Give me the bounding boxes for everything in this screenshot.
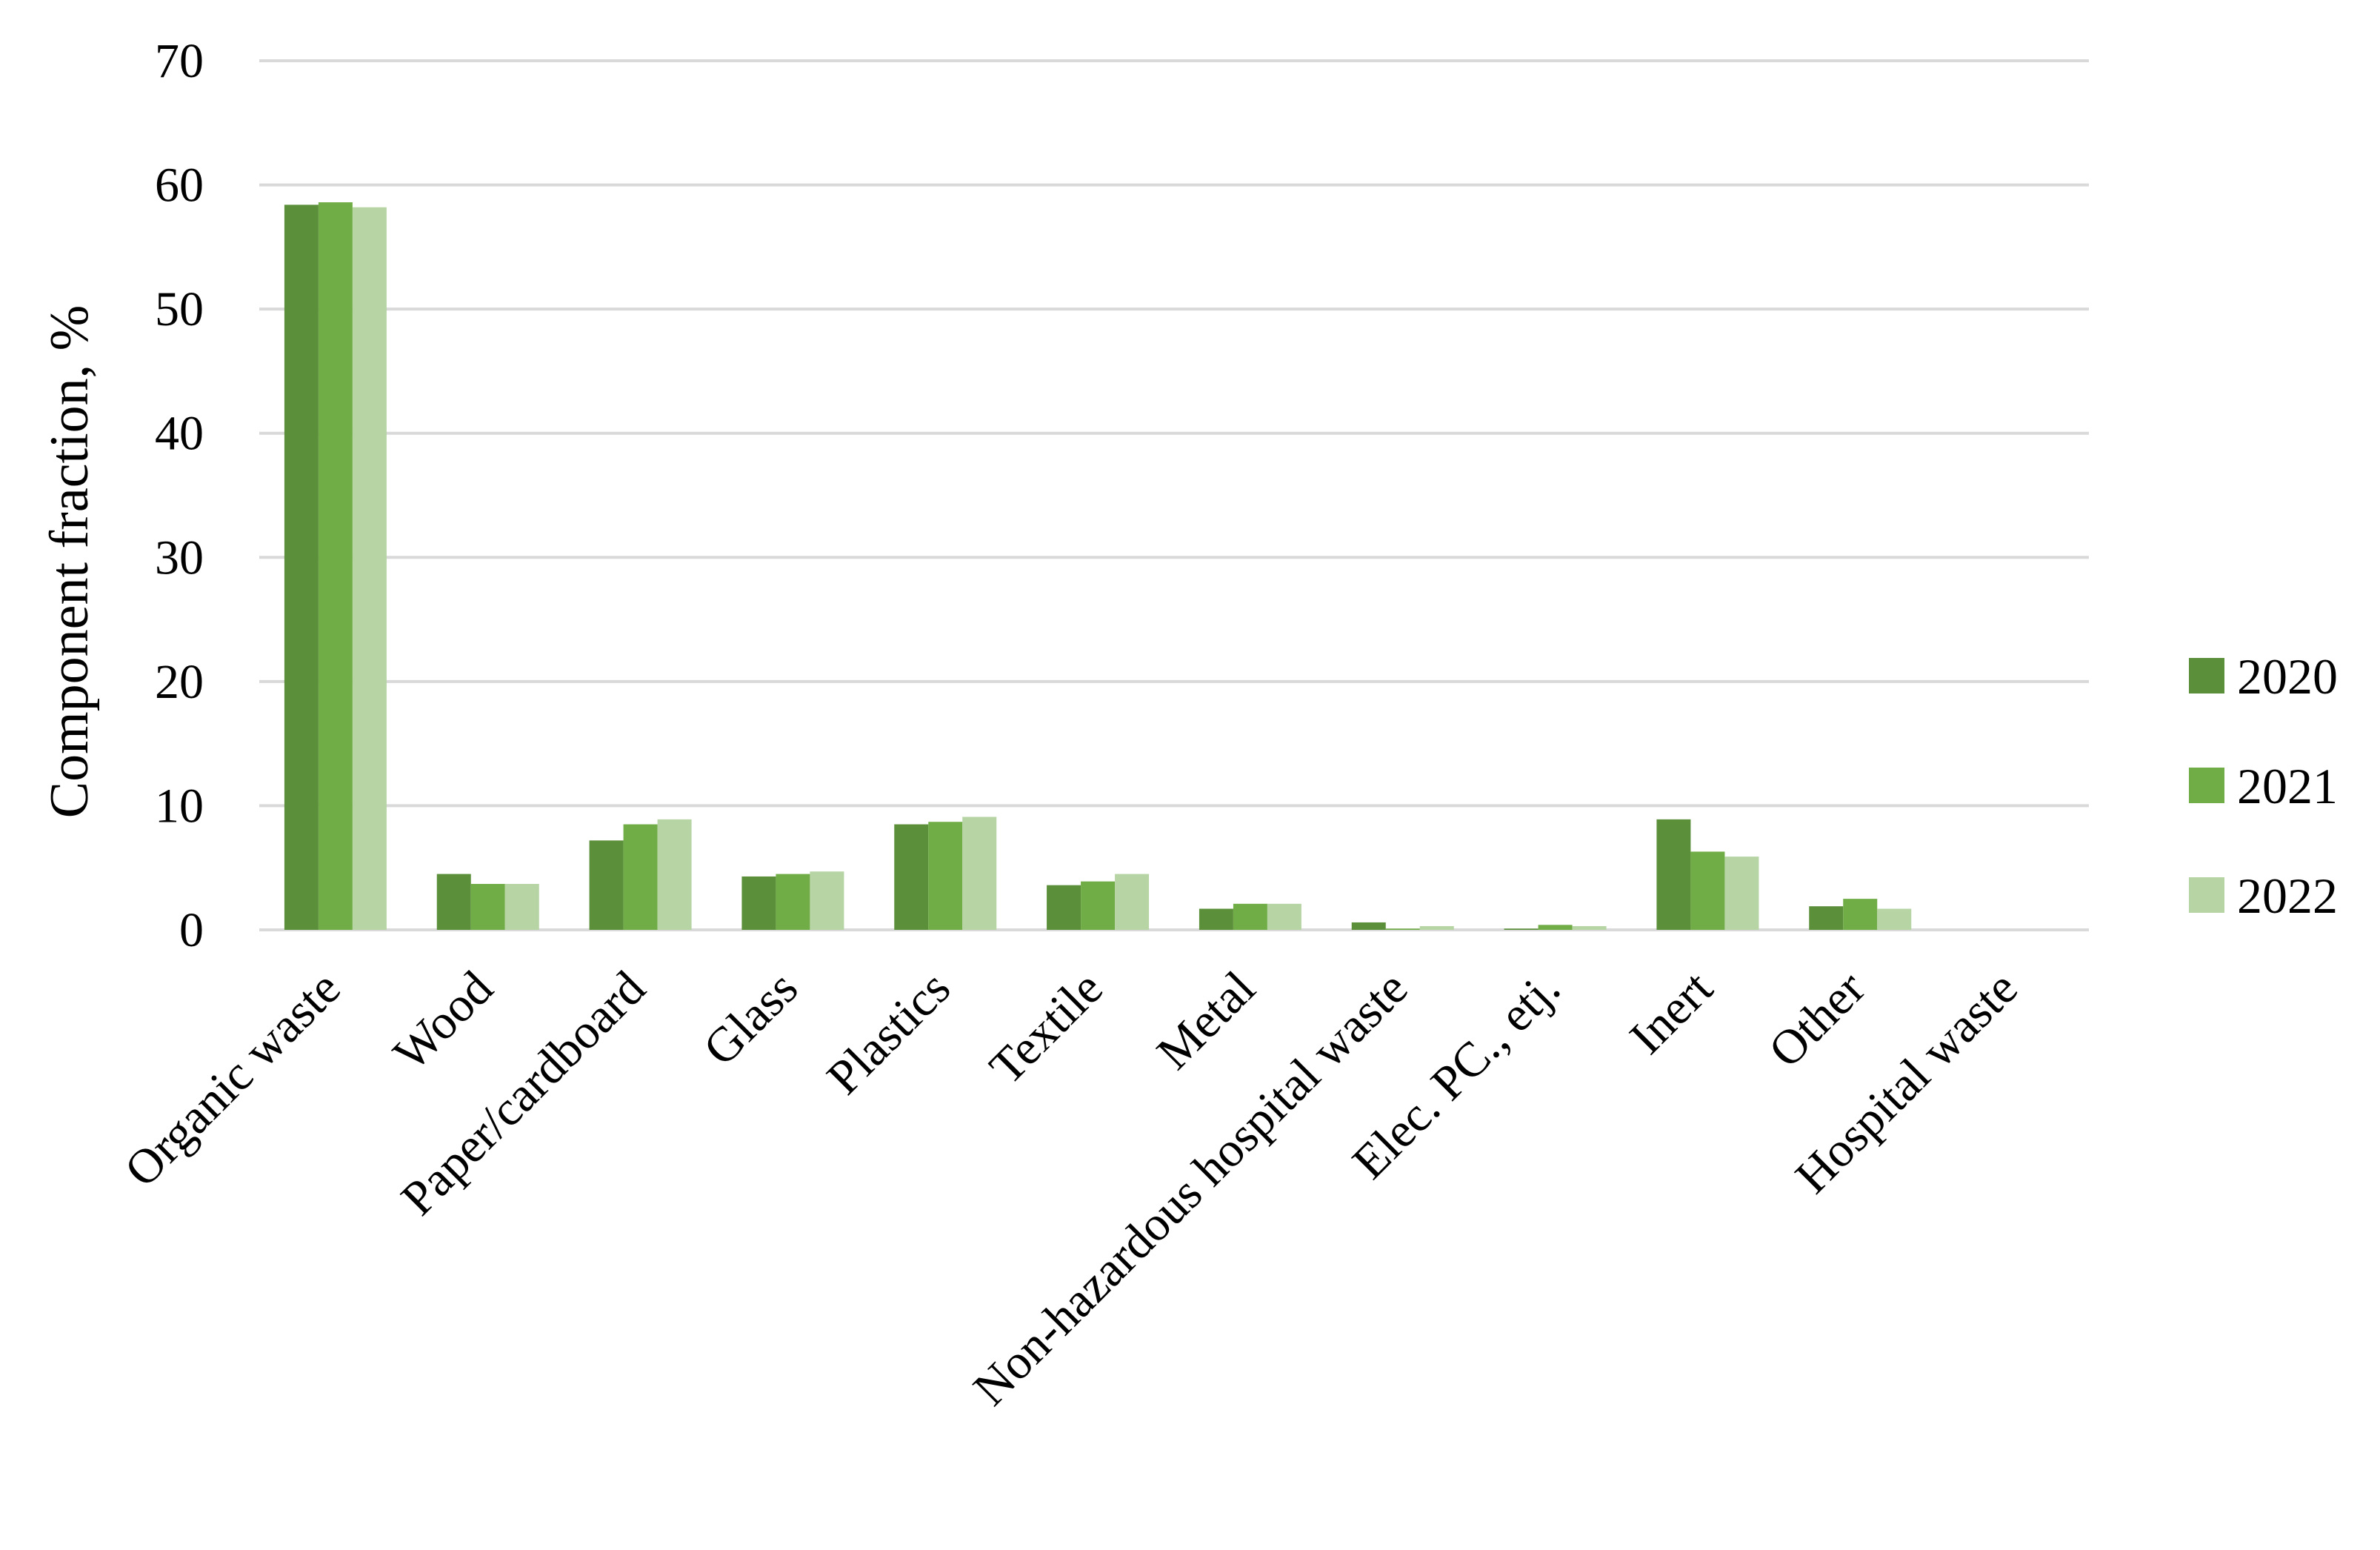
bar: [284, 204, 319, 931]
bar: [1690, 851, 1725, 930]
bar: [894, 824, 929, 930]
bar: [1656, 819, 1691, 930]
x-tick-label: Metal: [1147, 961, 1265, 1080]
bar: [470, 883, 505, 930]
y-tick-label: 70: [155, 34, 204, 88]
bar: [1419, 925, 1454, 930]
bar: [1115, 874, 1150, 930]
bar: [1843, 899, 1878, 930]
bar: [1233, 903, 1267, 930]
bar: [436, 874, 471, 930]
bar: [1385, 928, 1420, 930]
y-tick-label: 40: [155, 407, 204, 461]
bar: [352, 207, 387, 931]
bar: [1351, 922, 1386, 930]
legend-swatch: [2189, 768, 2224, 803]
bar: [741, 876, 776, 930]
bar: [318, 202, 353, 930]
bar: [1538, 925, 1573, 930]
gridlines: [259, 59, 2089, 931]
y-tick-label: 30: [155, 530, 204, 585]
legend-label: 2022: [2237, 868, 2338, 924]
bar: [1081, 881, 1116, 930]
legend-swatch: [2189, 658, 2224, 693]
y-axis-ticks: 0 10 20 30 40 50 60 70: [155, 34, 204, 957]
y-tick-label: 60: [155, 159, 204, 213]
x-tick-label: Organic waste: [115, 961, 351, 1197]
x-tick-label: Glass: [693, 961, 808, 1076]
bar: [589, 840, 624, 930]
legend-label: 2020: [2237, 648, 2338, 705]
bar: [1724, 857, 1759, 930]
y-tick-label: 0: [179, 903, 204, 957]
legend-swatch: [2189, 877, 2224, 913]
bar: [810, 871, 844, 930]
x-tick-label: Wood: [383, 961, 503, 1081]
bar: [623, 824, 658, 930]
x-tick-label: Inert: [1619, 961, 1723, 1065]
bar: [962, 816, 997, 930]
bar: [776, 874, 810, 930]
bar: [657, 819, 692, 930]
bar: [1572, 925, 1607, 930]
y-axis-title: Component fraction, %: [39, 305, 100, 819]
x-tick-label: Textile: [979, 961, 1113, 1095]
y-tick-label: 50: [155, 282, 204, 336]
bar: [1809, 906, 1844, 930]
y-tick-label: 20: [155, 655, 204, 709]
bar: [928, 822, 963, 930]
bars: [284, 202, 1912, 931]
bar: [1504, 928, 1539, 930]
x-tick-label: Plastics: [817, 961, 961, 1105]
legend-label: 2021: [2237, 758, 2338, 814]
y-tick-label: 10: [155, 779, 204, 833]
bar: [504, 883, 539, 930]
x-tick-label: Other: [1759, 961, 1876, 1078]
bar: [1047, 885, 1081, 930]
legend: 2020 2021 2022: [2189, 648, 2338, 924]
bar: [1877, 908, 1912, 930]
bar: [1267, 903, 1301, 930]
bar: [1199, 908, 1233, 930]
